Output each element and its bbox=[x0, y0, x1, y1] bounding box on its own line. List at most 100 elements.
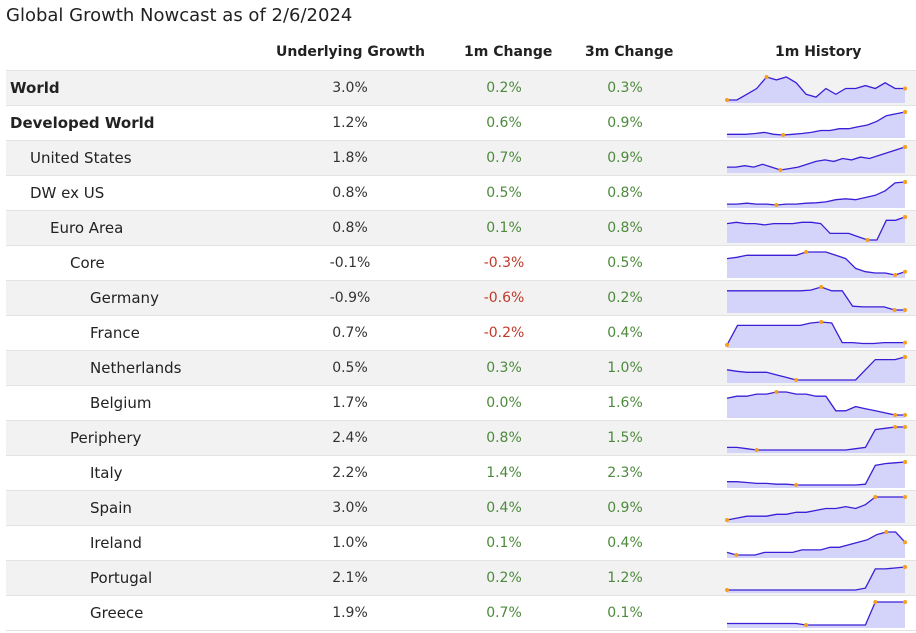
sparkline-area bbox=[727, 427, 905, 453]
change-3m-value: 0.9% bbox=[607, 150, 643, 166]
history-sparkline bbox=[725, 75, 907, 103]
row-label: Germany bbox=[90, 289, 159, 307]
change-3m-value: 0.4% bbox=[607, 325, 643, 341]
sparkline-max-marker bbox=[873, 495, 878, 499]
sparkline-last-marker bbox=[903, 495, 907, 499]
sparkline-min-marker bbox=[804, 623, 809, 627]
table-row: DW ex US 0.8% 0.5% 0.8% bbox=[6, 175, 916, 210]
sparkline-area bbox=[727, 532, 905, 558]
sparkline-area bbox=[727, 147, 905, 173]
column-header-1m-history: 1m History bbox=[775, 44, 862, 60]
underlying-growth-value: 1.0% bbox=[332, 535, 368, 551]
sparkline-area bbox=[727, 567, 905, 593]
sparkline-line bbox=[727, 286, 905, 311]
change-1m-value: 0.7% bbox=[486, 605, 522, 621]
change-1m-value: -0.6% bbox=[483, 290, 525, 306]
change-1m-value: 0.2% bbox=[486, 80, 522, 96]
table-row: Greece 1.9% 0.7% 0.1% bbox=[6, 595, 916, 630]
column-header-underlying-growth: Underlying Growth bbox=[276, 44, 425, 60]
sparkline-last-marker bbox=[903, 425, 907, 429]
sparkline-area bbox=[727, 602, 905, 628]
table-row: Developed World 1.2% 0.6% 0.9% bbox=[6, 105, 916, 140]
underlying-growth-value: -0.1% bbox=[329, 255, 371, 271]
history-sparkline bbox=[727, 110, 907, 138]
sparkline-last-marker bbox=[903, 86, 907, 91]
change-1m-value: 0.1% bbox=[486, 220, 522, 236]
history-sparkline bbox=[725, 495, 907, 523]
sparkline-line bbox=[726, 531, 906, 556]
table-row: Germany -0.9% -0.6% 0.2% bbox=[6, 280, 916, 315]
table-row: Periphery 2.4% 0.8% 1.5% bbox=[6, 420, 916, 455]
history-sparkline bbox=[727, 600, 907, 628]
sparkline-max-marker bbox=[893, 425, 898, 429]
nowcast-table: World 3.0% 0.2% 0.3% Developed World 1.2% 0.6%… bbox=[6, 70, 916, 630]
history-sparkline bbox=[727, 460, 907, 488]
change-1m-value: 0.0% bbox=[486, 395, 522, 411]
table-bottom-border bbox=[6, 630, 916, 631]
history-sparkline bbox=[726, 215, 907, 243]
table-row: France 0.7% -0.2% 0.4% bbox=[6, 315, 916, 350]
sparkline-last-marker bbox=[903, 308, 907, 312]
sparkline-min-marker bbox=[781, 133, 786, 137]
sparkline-area bbox=[727, 77, 905, 103]
history-sparkline bbox=[726, 390, 907, 418]
change-1m-value: -0.2% bbox=[483, 325, 525, 341]
sparkline-last-marker bbox=[903, 340, 907, 345]
underlying-growth-value: 0.8% bbox=[332, 220, 368, 236]
underlying-growth-value: 1.8% bbox=[332, 150, 368, 166]
sparkline-area bbox=[727, 497, 905, 523]
row-label: Euro Area bbox=[50, 219, 124, 237]
table-row: World 3.0% 0.2% 0.3% bbox=[6, 70, 916, 105]
sparkline-area bbox=[727, 182, 905, 208]
sparkline-area bbox=[727, 112, 905, 138]
underlying-growth-value: -0.9% bbox=[329, 290, 371, 306]
sparkline-area bbox=[727, 392, 905, 418]
sparkline-min-marker bbox=[892, 308, 897, 312]
sparkline-min-marker bbox=[778, 168, 783, 172]
sparkline-last-marker bbox=[903, 355, 907, 359]
sparkline-last-marker bbox=[903, 269, 907, 274]
table-row: Ireland 1.0% 0.1% 0.4% bbox=[6, 525, 916, 560]
underlying-growth-value: 2.2% bbox=[332, 465, 368, 481]
sparkline-last-marker bbox=[903, 600, 907, 604]
underlying-growth-value: 3.0% bbox=[332, 500, 368, 516]
change-3m-value: 2.3% bbox=[607, 465, 643, 481]
sparkline-line bbox=[727, 111, 906, 136]
change-1m-value: 0.1% bbox=[486, 535, 522, 551]
underlying-growth-value: 2.1% bbox=[332, 570, 368, 586]
row-label: Netherlands bbox=[90, 359, 182, 377]
row-label: Ireland bbox=[90, 534, 142, 552]
history-sparkline bbox=[726, 355, 907, 383]
change-3m-value: 0.5% bbox=[607, 255, 643, 271]
sparkline-last-marker bbox=[903, 540, 907, 545]
history-sparkline bbox=[726, 250, 907, 278]
underlying-growth-value: 1.9% bbox=[332, 605, 368, 621]
change-1m-value: 0.6% bbox=[486, 115, 522, 131]
sparkline-min-marker bbox=[725, 518, 729, 522]
change-1m-value: 0.5% bbox=[486, 185, 522, 201]
sparkline-area bbox=[727, 462, 905, 488]
change-3m-value: 0.4% bbox=[607, 535, 643, 551]
sparkline-last-marker bbox=[903, 180, 907, 184]
sparkline-min-marker bbox=[734, 553, 739, 557]
sparkline-area bbox=[727, 252, 905, 278]
sparkline-last-marker bbox=[903, 460, 907, 464]
sparkline-min-marker bbox=[893, 413, 898, 417]
change-3m-value: 1.6% bbox=[607, 395, 643, 411]
row-label: Spain bbox=[90, 499, 132, 517]
sparkline-line bbox=[727, 181, 906, 206]
table-row: Euro Area 0.8% 0.1% 0.8% bbox=[6, 210, 916, 245]
history-sparkline bbox=[727, 285, 907, 313]
change-3m-value: 1.2% bbox=[607, 570, 643, 586]
change-1m-value: 0.7% bbox=[486, 150, 522, 166]
sparkline-max-marker bbox=[764, 75, 769, 79]
underlying-growth-value: 0.5% bbox=[332, 360, 368, 376]
sparkline-min-marker bbox=[794, 378, 799, 382]
sparkline-max-marker bbox=[819, 285, 824, 289]
row-label: World bbox=[10, 79, 60, 97]
sparkline-line bbox=[726, 251, 906, 276]
sparkline-min-marker bbox=[725, 343, 729, 347]
sparkline-last-marker bbox=[903, 145, 907, 149]
sparkline-area bbox=[727, 322, 905, 348]
row-label: Greece bbox=[90, 604, 144, 622]
